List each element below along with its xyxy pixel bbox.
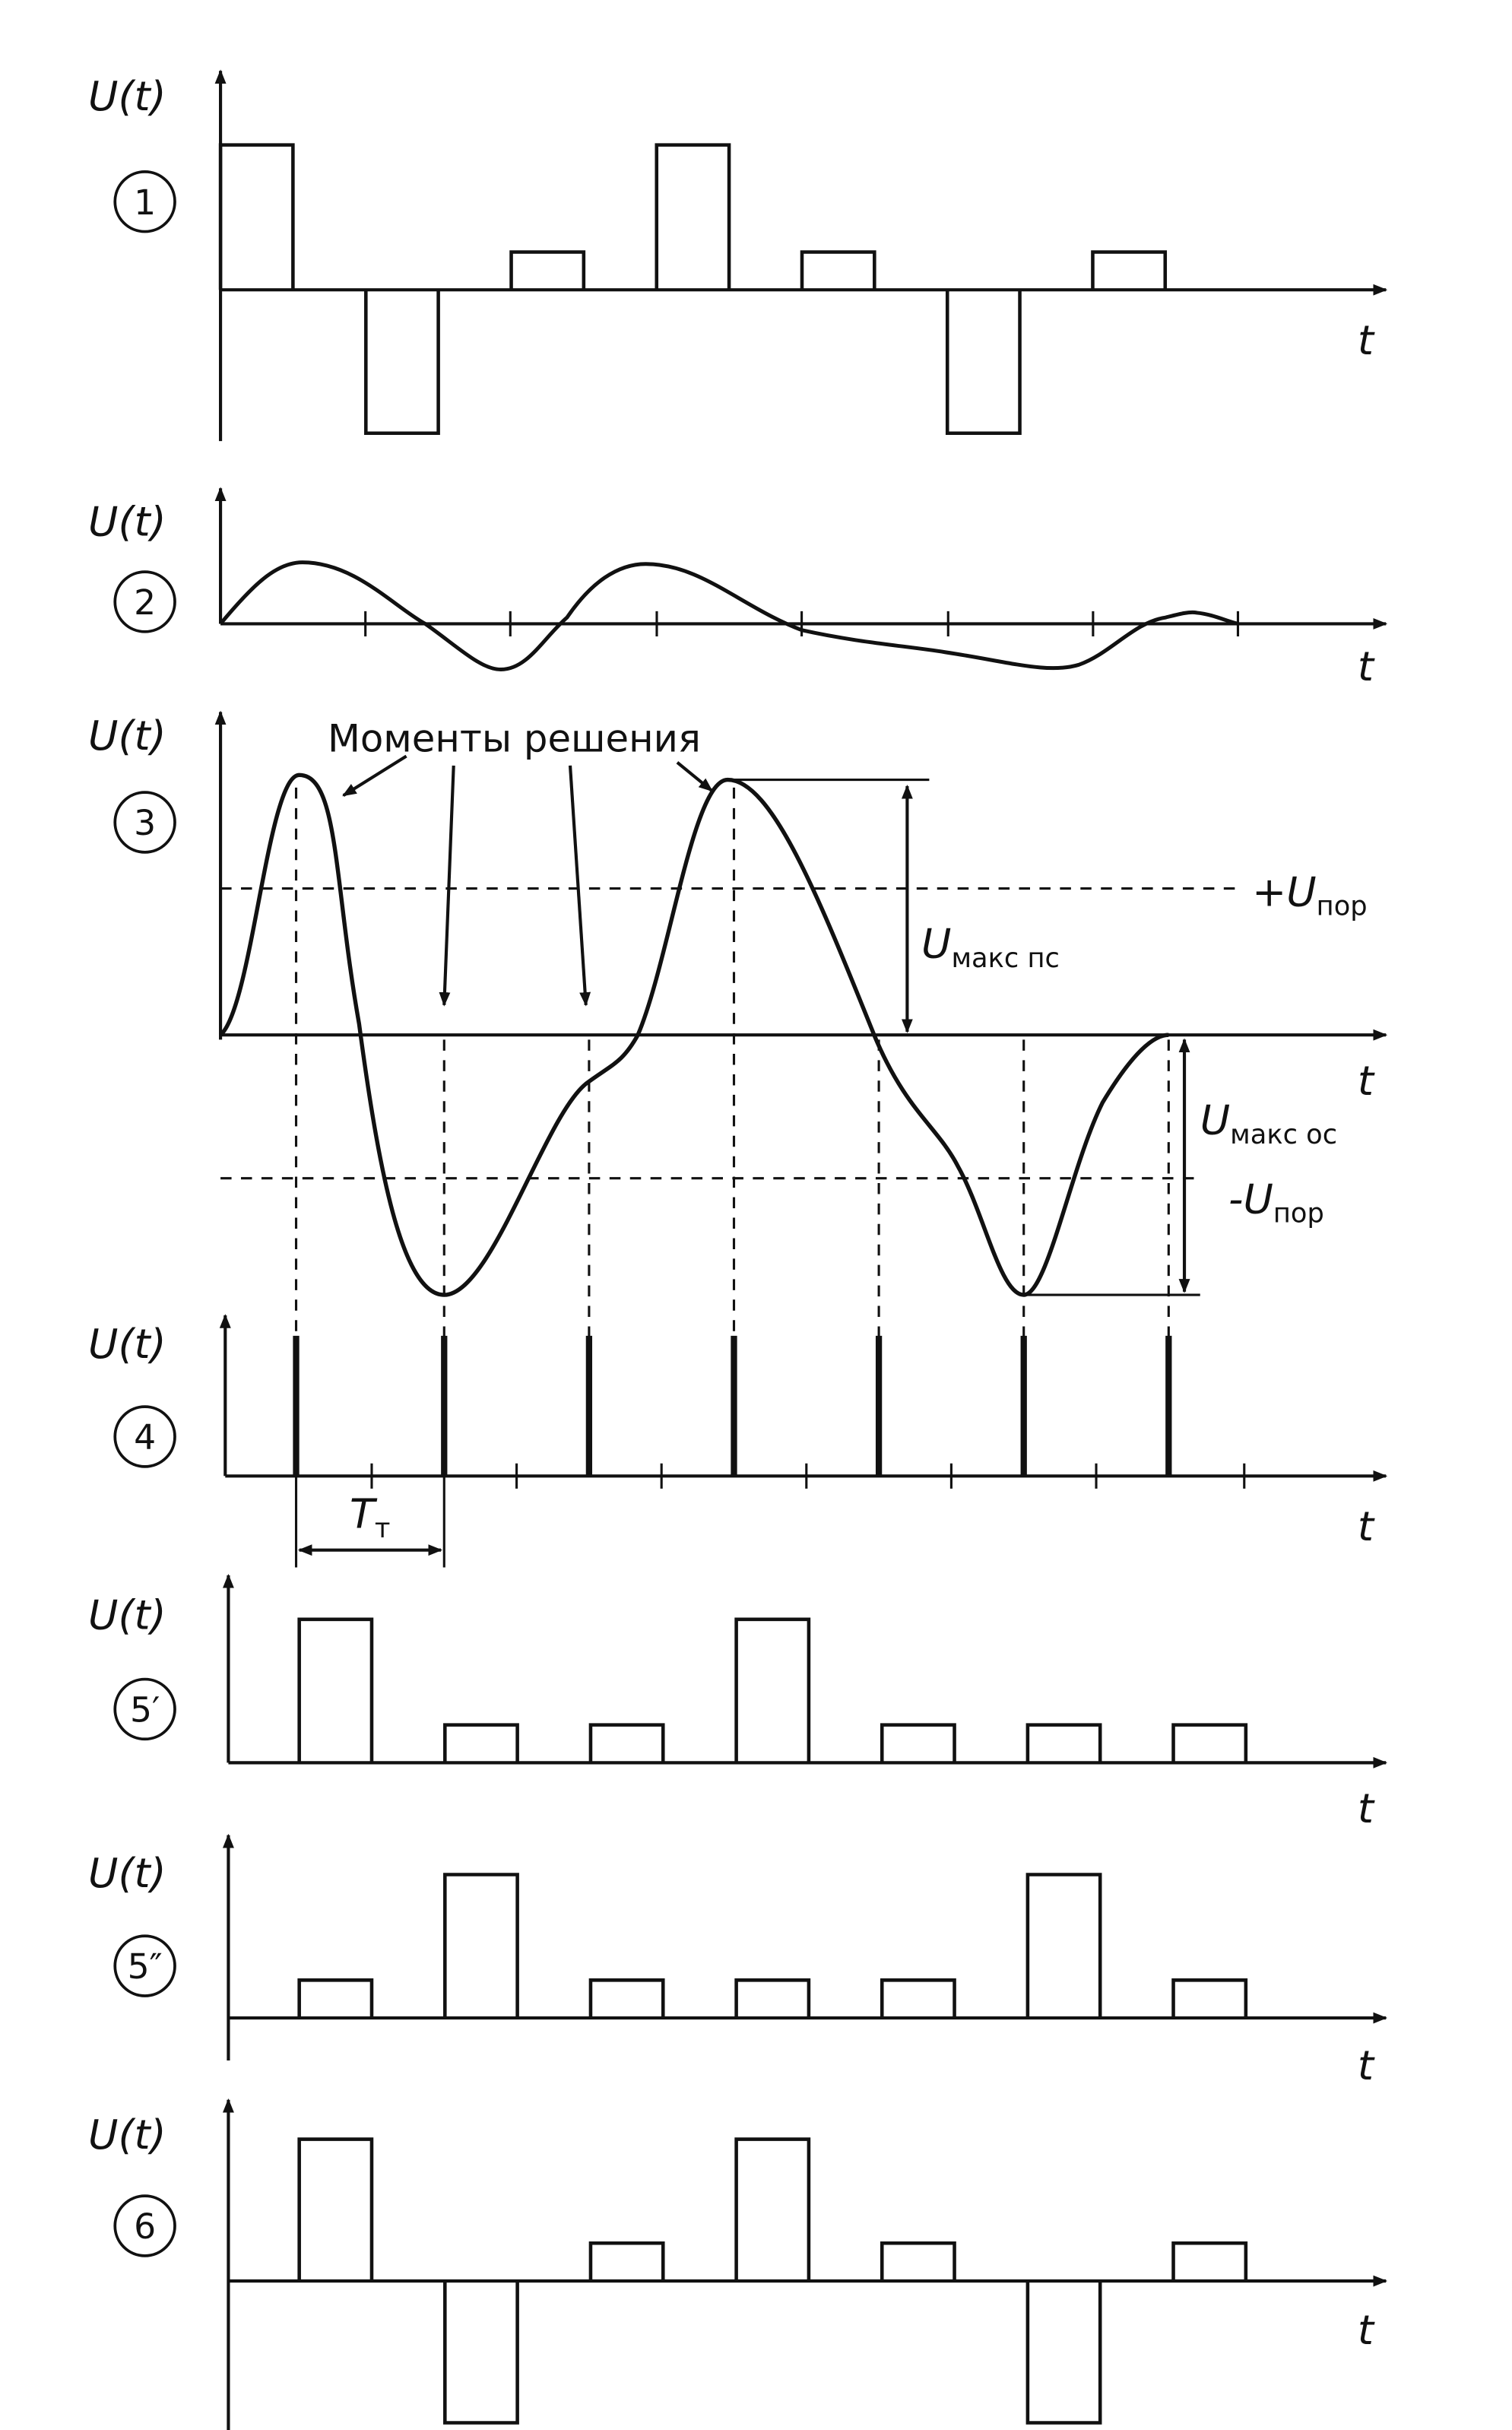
max-os-label: Uмакс ос <box>1200 1096 1337 1150</box>
pulse <box>880 1723 956 1763</box>
x-label: t <box>1358 642 1375 690</box>
pointer-arrow <box>676 761 713 792</box>
number-circle <box>113 1677 176 1741</box>
number-circle <box>113 1405 176 1468</box>
period-label: Tт <box>350 1490 390 1544</box>
pulse <box>734 2137 811 2282</box>
pulse <box>1025 1873 1102 2019</box>
label-main: T <box>350 1490 378 1538</box>
pulse <box>443 2281 519 2425</box>
label-main: +U <box>1252 868 1317 915</box>
pulse <box>1171 2241 1248 2282</box>
pulse <box>1091 250 1168 290</box>
max-ps-label: Uмакс пс <box>921 920 1060 974</box>
pulse <box>218 143 295 290</box>
panel-number: 5′ <box>130 1690 160 1731</box>
y-label: U(t) <box>88 712 166 760</box>
number-circle <box>113 2194 176 2257</box>
pulse <box>297 1978 374 2019</box>
pulse <box>443 1873 519 2019</box>
pulse <box>734 1978 811 2019</box>
pulse <box>655 143 731 290</box>
pulse <box>945 290 1022 436</box>
y-label: U(t) <box>88 2111 166 2159</box>
label-main: U <box>1200 1096 1230 1144</box>
pulse <box>880 1978 956 2019</box>
label-sub: пор <box>1317 891 1368 922</box>
number-circle <box>113 1934 176 1997</box>
y-label: U(t) <box>88 497 166 545</box>
number-circle <box>113 791 176 854</box>
pulse <box>509 250 586 290</box>
x-label: t <box>1358 2306 1375 2354</box>
pointer-arrow <box>342 754 407 798</box>
label-sub: т <box>375 1513 391 1544</box>
waveform <box>219 560 1239 672</box>
pulse <box>297 1617 374 1763</box>
pulse <box>1025 2281 1102 2425</box>
waveform <box>219 772 1169 1297</box>
label-sub: макс ос <box>1230 1119 1337 1150</box>
pulse <box>734 1617 811 1763</box>
minus-threshold-label: -Uпор <box>1228 1175 1324 1229</box>
panel-number: 5″ <box>128 1946 163 1987</box>
y-label: U(t) <box>88 72 166 120</box>
label-sub: пор <box>1273 1198 1324 1229</box>
pulse <box>443 1723 519 1763</box>
x-label: t <box>1358 1502 1375 1550</box>
label-main: -U <box>1228 1175 1273 1223</box>
decision-moments-label: Моменты решения <box>328 716 701 760</box>
pulse <box>588 1723 665 1763</box>
pulse <box>364 290 440 436</box>
x-label: t <box>1358 1057 1375 1105</box>
pulse <box>588 2241 665 2282</box>
label-main: U <box>921 920 951 968</box>
pulse <box>880 2241 956 2282</box>
x-label: t <box>1358 316 1375 364</box>
panel-number: 3 <box>134 803 156 843</box>
pulse <box>1171 1723 1248 1763</box>
pointer-arrow <box>568 765 591 1007</box>
pulse <box>297 2137 374 2282</box>
x-label: t <box>1358 2041 1375 2089</box>
plus-threshold-label: +Uпор <box>1252 868 1368 922</box>
pulse <box>800 250 876 290</box>
y-label: U(t) <box>88 1591 166 1639</box>
pulse <box>588 1978 665 2019</box>
panel-number: 1 <box>134 182 156 223</box>
number-circle <box>113 570 176 633</box>
panel-number: 6 <box>134 2206 156 2247</box>
number-circle <box>113 170 176 233</box>
label-sub: макс пс <box>951 943 1059 974</box>
y-label: U(t) <box>88 1320 166 1368</box>
panel-number: 2 <box>134 582 156 623</box>
pulse <box>1025 1723 1102 1763</box>
annotations: Моменты решения +Uпор -Uпор Uмакс пс Uма… <box>328 716 1368 1544</box>
pointer-arrow <box>439 765 455 1007</box>
pulse <box>1171 1978 1248 2019</box>
x-label: t <box>1358 1784 1375 1832</box>
y-label: U(t) <box>88 1849 166 1897</box>
panel-number: 4 <box>134 1417 156 1458</box>
